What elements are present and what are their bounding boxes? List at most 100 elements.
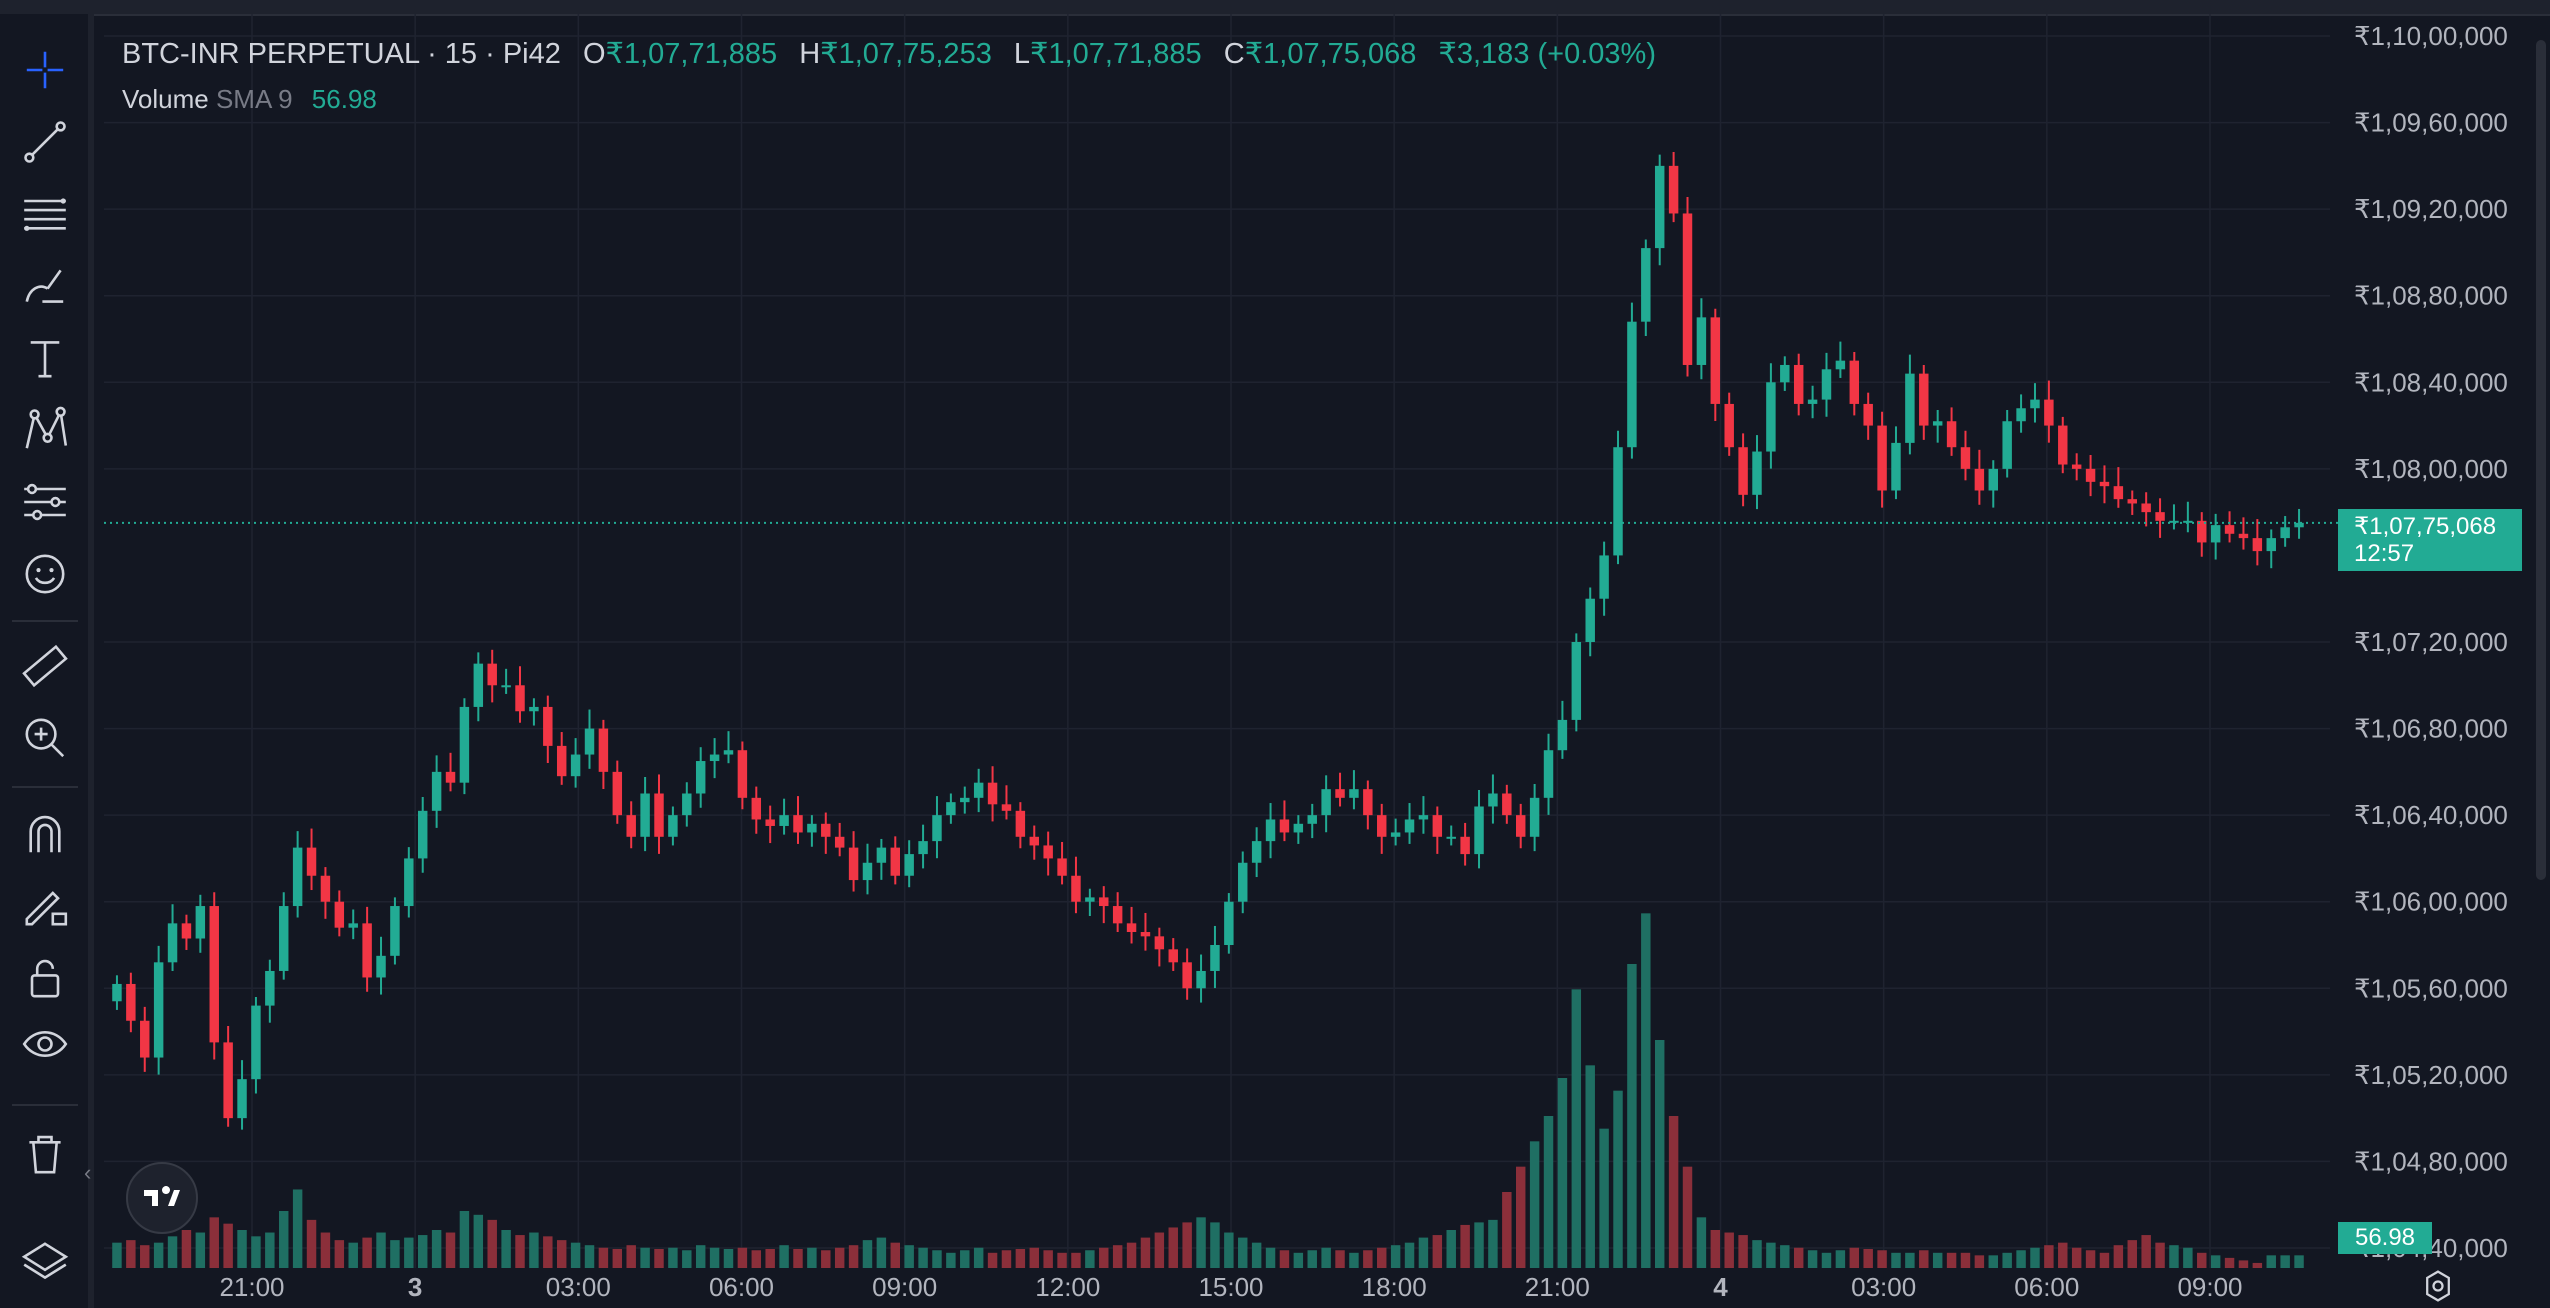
time-axis: 21:00 3 03:00 06:00 09:00 12:00 15:00 18:00 21:0… [219, 1272, 2242, 1302]
object-tree-tool[interactable] [15, 1232, 75, 1292]
volume-bar [2197, 1252, 2207, 1268]
price-scale-scrollbar[interactable] [2536, 40, 2546, 880]
candle-body [2113, 486, 2124, 500]
volume-bar [1321, 1247, 1331, 1268]
candle-body [2030, 399, 2040, 409]
text-icon [30, 341, 60, 378]
candle-body [2183, 520, 2193, 523]
volume-bar [1029, 1247, 1039, 1268]
volume-bar [390, 1240, 400, 1268]
volume-bar [1099, 1247, 1109, 1268]
volume-bar [1696, 1217, 1707, 1268]
volume-bar [195, 1232, 206, 1268]
volume-bar [1724, 1232, 1734, 1268]
hide-tool[interactable] [15, 1014, 75, 1074]
crosshair-tool[interactable] [15, 40, 75, 100]
volume-bar [1043, 1250, 1053, 1268]
candle-body [2071, 464, 2082, 469]
volume-bar [1293, 1252, 1304, 1268]
candle-body [1974, 468, 1985, 491]
candle-body [431, 771, 442, 811]
ruler-tool[interactable] [15, 636, 75, 696]
high-label: H [799, 38, 821, 70]
unlock-icon [30, 959, 60, 998]
volume-bar [821, 1250, 831, 1268]
volume-bar [1307, 1250, 1317, 1268]
candle-body [1905, 373, 1915, 443]
volume-bar [834, 1247, 845, 1268]
volume-bar [1793, 1247, 1804, 1268]
candle-body [1363, 789, 1373, 816]
volume-bar [1126, 1242, 1137, 1268]
text-tool[interactable] [15, 328, 75, 388]
candle-body [529, 706, 539, 712]
volume-bar [932, 1250, 942, 1268]
volume-bar [1488, 1219, 1498, 1268]
lock-drawing-tool[interactable] [15, 876, 75, 936]
volume-bar [1140, 1237, 1151, 1268]
trash-tool[interactable] [15, 1124, 75, 1184]
volume-bar [306, 1219, 317, 1268]
candle-body [1627, 321, 1637, 448]
tradingview-logo[interactable] [126, 1162, 198, 1234]
time-tick-label: 3 [408, 1272, 422, 1302]
zoom-tool[interactable] [15, 708, 75, 768]
candle-body [2127, 499, 2137, 504]
candle-body [1766, 382, 1776, 452]
trend-line-tool[interactable] [15, 112, 75, 172]
candle-body [265, 970, 275, 1006]
low-label: L [1013, 38, 1031, 70]
volume-bar [2044, 1245, 2054, 1268]
volume-bar [1835, 1250, 1846, 1268]
volume-sma-label: SMA 9 [215, 84, 293, 114]
candle-body [1821, 369, 1832, 400]
tradingview-logo-icon [144, 1186, 180, 1206]
candle-body [445, 771, 456, 783]
volume-bar [1460, 1224, 1470, 1268]
price-tick-label: ₹1,05,60,000 [2354, 973, 2508, 1003]
candle-body [598, 728, 609, 772]
volume-bar [668, 1247, 678, 1268]
candle-body [1919, 373, 1929, 426]
candle-body [2155, 512, 2165, 521]
candlestick-chart[interactable]: ₹1,10,00,000 ₹1,09,60,000 ₹1,09,20,000 ₹1,0… [100, 14, 2550, 1308]
zoom-in-icon [25, 718, 65, 758]
candle-body [1349, 789, 1359, 798]
candle-body [2002, 421, 2012, 469]
volume-bar [904, 1245, 914, 1268]
volume-bar [140, 1245, 150, 1268]
candle-body [2224, 525, 2235, 534]
candle-body [1321, 789, 1331, 816]
volume-bar [1446, 1230, 1456, 1268]
unlock-tool[interactable] [15, 948, 75, 1008]
fib-tool[interactable] [15, 184, 75, 244]
magnet-tool[interactable] [15, 804, 75, 864]
price-tick-label: ₹1,08,00,000 [2354, 454, 2508, 484]
volume-bar [1224, 1232, 1234, 1268]
emoji-tool[interactable] [15, 544, 75, 604]
brush-tool[interactable] [15, 256, 75, 316]
candle-body [779, 815, 789, 826]
candle-body [1251, 841, 1262, 863]
volume-bar [237, 1230, 247, 1268]
candle-body [904, 854, 914, 876]
pattern-tool[interactable] [15, 400, 75, 460]
change-value: ₹3,183 (+0.03%) [1438, 38, 1656, 70]
symbol-title[interactable]: BTC-INR PERPETUAL · 15 · Pi42 [122, 38, 561, 70]
time-tick-label: 21:00 [219, 1272, 284, 1302]
candle-body [279, 906, 289, 971]
volume-bar [1238, 1237, 1248, 1268]
settings-icon[interactable] [2420, 1268, 2456, 1304]
volume-legend[interactable]: Volume SMA 9 56.98 [122, 84, 377, 115]
collapse-toolbar-button[interactable]: ‹ [84, 1160, 92, 1185]
candle-body [2280, 527, 2290, 539]
prediction-tool[interactable] [15, 472, 75, 532]
volume-bar [1599, 1128, 1609, 1268]
candle-body [807, 823, 817, 833]
candle-body [626, 815, 636, 837]
candle-body [654, 793, 664, 837]
volume-bar [1515, 1166, 1526, 1268]
candle-body [1557, 719, 1568, 751]
candle-body [876, 847, 887, 863]
current-price-badge: ₹1,07,75,068 12:57 [2338, 509, 2522, 571]
